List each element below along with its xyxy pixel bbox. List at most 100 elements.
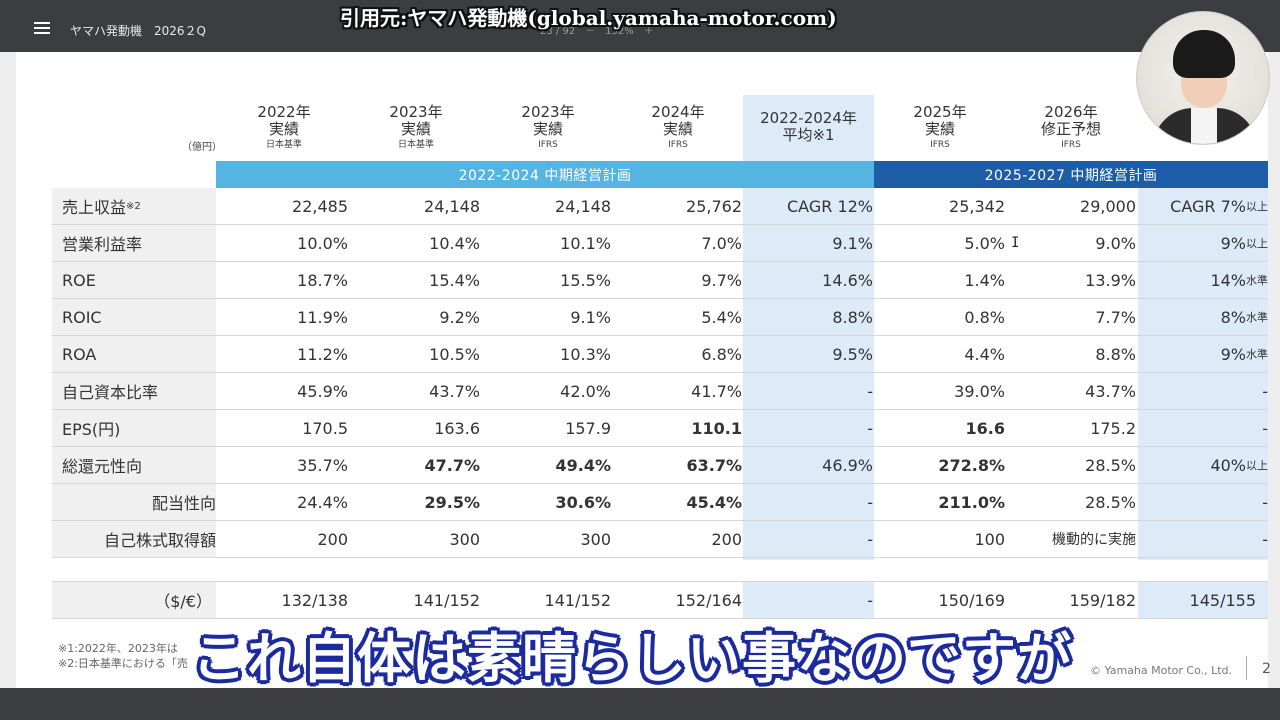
column-header: 2026年 修正予想 IFRS [1040,103,1101,150]
footnote-2: ※2:日本基準における「売を [58,657,215,670]
table-cell: 9% 以上 [1220,233,1268,253]
avatar-hair [1173,30,1235,78]
table-cell: 10.4% [429,233,480,253]
row-label: EPS(円) [52,410,216,446]
table-cell: 9.1% [570,307,611,327]
row-label: 自己株式取得額 [52,521,216,557]
table-cell: 45.9% [297,381,348,401]
table-cell: CAGR 12% [787,196,873,216]
viewer-bottom-bar [0,688,1280,720]
table-cell: 9.2% [439,307,480,327]
table-cell: 141/152 [544,590,611,610]
table-cell: 機動的に実施 [1052,532,1136,548]
table-cell: 0.8% [964,307,1005,327]
average-column-highlight-fx [743,581,874,619]
table-cell: 175.2 [1090,418,1136,438]
column-header: 2022年 実績 日本基準 [257,103,311,150]
table-cell: 25,342 [949,196,1005,216]
table-cell: 152/164 [675,590,742,610]
column-header: 2023年 実績 IFRS [521,103,575,150]
table-cell: 49.4% [555,455,611,475]
table-cell: 28.5% [1085,492,1136,512]
table-cell: 22,485 [292,196,348,216]
table-row: ROA 11.2% 10.5% 10.3% 6.8% 9.5% 4.4% 8.8% 9% 水準 [52,336,1268,373]
column-header: 2024年 実績 IFRS [651,103,705,150]
table-cell: 10.1% [560,233,611,253]
table-cell: - [1262,381,1268,401]
copyright: © Yamaha Motor Co., Ltd. [1090,664,1233,677]
table-cell: 24,148 [424,196,480,216]
table-cell: 15.4% [429,270,480,290]
table-cell: 9.5% [832,344,873,364]
table-cell: 18.7% [297,270,348,290]
table-cell: - [867,381,873,401]
table-cell: 7.0% [701,233,742,253]
row-label: 売上収益 ※2 [52,188,216,224]
table-row: 総還元性向 35.7% 47.7% 49.4% 63.7% 46.9% 272.8% 28.5… [52,447,1268,484]
target-column-highlight [1138,188,1268,560]
table-cell: 1.4% [964,270,1005,290]
table-cell: 30.6% [555,492,611,512]
presenter-avatar [1136,11,1270,145]
viewer-left-margin [0,52,16,688]
table-cell: - [867,590,873,610]
table-cell: 9.0% [1095,233,1136,253]
table-cell: 29,000 [1080,196,1136,216]
table-cell: 46.9% [822,455,873,475]
avatar-shirt [1191,108,1217,144]
table-cell: 9.1% [832,233,873,253]
menu-icon[interactable] [34,22,50,34]
table-cell: 16.6 [965,418,1005,438]
row-label: 営業利益率 [52,225,216,261]
viewer-scrollbar[interactable] [1268,52,1280,688]
fx-rate-row: （$/€） 132/138 141/152 141/152 152/164 - 150/1… [52,581,1268,619]
footnote-1: ※1:2022年、2023年は [58,642,178,655]
table-cell: 41.7% [691,381,742,401]
table-cell: - [1262,418,1268,438]
table-cell: 170.5 [302,418,348,438]
table-cell: - [1262,492,1268,512]
table-cell: 40% 以上 [1210,455,1268,475]
table-cell: 157.9 [565,418,611,438]
table-row: 自己株式取得額 200 300 300 200 - 100 機動的に実施 - [52,521,1268,558]
row-label: （$/€） [52,582,216,618]
table-cell: 300 [449,529,480,549]
table-cell: 4.4% [964,344,1005,364]
table-cell: - [867,492,873,512]
table-cell: 45.4% [686,492,742,512]
table-cell: 10.0% [297,233,348,253]
table-cell: 272.8% [938,455,1005,475]
subtitle-caption: これ自体は素晴らしい事なのですが [192,627,1072,690]
table-cell: 6.8% [701,344,742,364]
table-row: 営業利益率 10.0% 10.4% 10.1% 7.0% 9.1% 5.0% 9.0% 9% 以上 [52,225,1268,262]
table-cell: 13.9% [1085,270,1136,290]
table-cell: 47.7% [424,455,480,475]
table-cell: 141/152 [413,590,480,610]
column-header: 2025年 実績 IFRS [913,103,967,150]
table-cell: - [867,529,873,549]
table-cell: 15.5% [560,270,611,290]
table-cell: 150/169 [938,590,1005,610]
table-cell: 110.1 [691,418,742,438]
slide-page [16,52,1268,688]
row-label: 配当性向 [52,484,216,520]
table-cell: 163.6 [434,418,480,438]
table-cell: 11.9% [297,307,348,327]
table-cell: 5.0% [964,233,1005,253]
table-cell: 159/182 [1069,590,1136,610]
plan-band-2022-2024: 2022-2024 中期経営計画 [216,161,874,188]
row-label: 自己資本比率 [52,373,216,409]
table-cell: 145/155 [1189,590,1256,610]
row-label: ROIC [52,299,216,335]
zoom-controls[interactable]: 23 / 92 － 152% ＋ [540,26,654,37]
source-credit: 引用元:ヤマハ発動機(global.yamaha-motor.com) [340,6,837,30]
table-cell: 211.0% [938,492,1005,512]
table-cell: 29.5% [424,492,480,512]
table-cell: 100 [974,529,1005,549]
row-label: ROA [52,336,216,372]
table-cell: 10.3% [560,344,611,364]
table-cell: 25,762 [686,196,742,216]
table-cell: 200 [711,529,742,549]
table-cell: 42.0% [560,381,611,401]
table-row: 売上収益 ※2 22,485 24,148 24,148 25,762 CAGR 12% 25… [52,188,1268,225]
